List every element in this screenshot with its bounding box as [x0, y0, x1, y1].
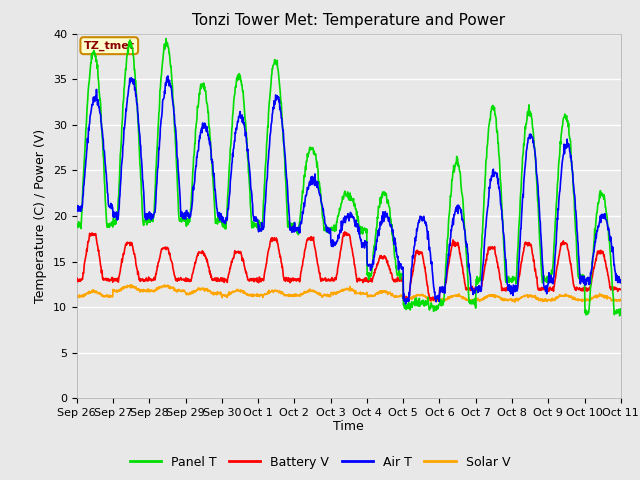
- Battery V: [341, 229, 349, 235]
- Air T: [73, 204, 81, 210]
- Solar V: [181, 289, 189, 295]
- Battery V: [427, 298, 435, 303]
- Air T: [402, 301, 410, 307]
- Panel T: [616, 313, 623, 319]
- Solar V: [505, 297, 513, 303]
- Battery V: [255, 280, 262, 286]
- Battery V: [180, 277, 188, 283]
- Panel T: [73, 221, 81, 227]
- Air T: [505, 288, 513, 293]
- Air T: [181, 213, 189, 219]
- Solar V: [511, 299, 518, 305]
- Battery V: [194, 251, 202, 257]
- Panel T: [181, 218, 189, 224]
- Battery V: [434, 295, 442, 301]
- Air T: [195, 148, 202, 154]
- Text: TZ_tmet: TZ_tmet: [84, 40, 135, 51]
- Battery V: [73, 276, 81, 282]
- Solar V: [195, 287, 202, 292]
- Line: Air T: Air T: [77, 76, 621, 304]
- Panel T: [617, 308, 625, 313]
- Battery V: [617, 287, 625, 292]
- Panel T: [553, 198, 561, 204]
- Battery V: [505, 287, 513, 293]
- Panel T: [505, 274, 513, 279]
- Solar V: [617, 297, 625, 302]
- Panel T: [255, 220, 263, 226]
- Solar V: [553, 296, 561, 301]
- Line: Solar V: Solar V: [77, 285, 621, 302]
- Solar V: [434, 298, 442, 304]
- Line: Battery V: Battery V: [77, 232, 621, 300]
- Solar V: [255, 292, 263, 298]
- Air T: [255, 222, 263, 228]
- Air T: [434, 295, 442, 300]
- Panel T: [434, 305, 442, 311]
- Y-axis label: Temperature (C) / Power (V): Temperature (C) / Power (V): [35, 129, 47, 303]
- Panel T: [195, 103, 202, 109]
- Battery V: [553, 264, 561, 270]
- Title: Tonzi Tower Met: Temperature and Power: Tonzi Tower Met: Temperature and Power: [192, 13, 506, 28]
- Legend: Panel T, Battery V, Air T, Solar V: Panel T, Battery V, Air T, Solar V: [125, 451, 515, 474]
- X-axis label: Time: Time: [333, 420, 364, 432]
- Air T: [617, 278, 625, 284]
- Panel T: [162, 36, 170, 42]
- Air T: [553, 226, 561, 232]
- Solar V: [73, 292, 81, 298]
- Solar V: [128, 282, 136, 288]
- Line: Panel T: Panel T: [77, 39, 621, 316]
- Air T: [164, 73, 172, 79]
